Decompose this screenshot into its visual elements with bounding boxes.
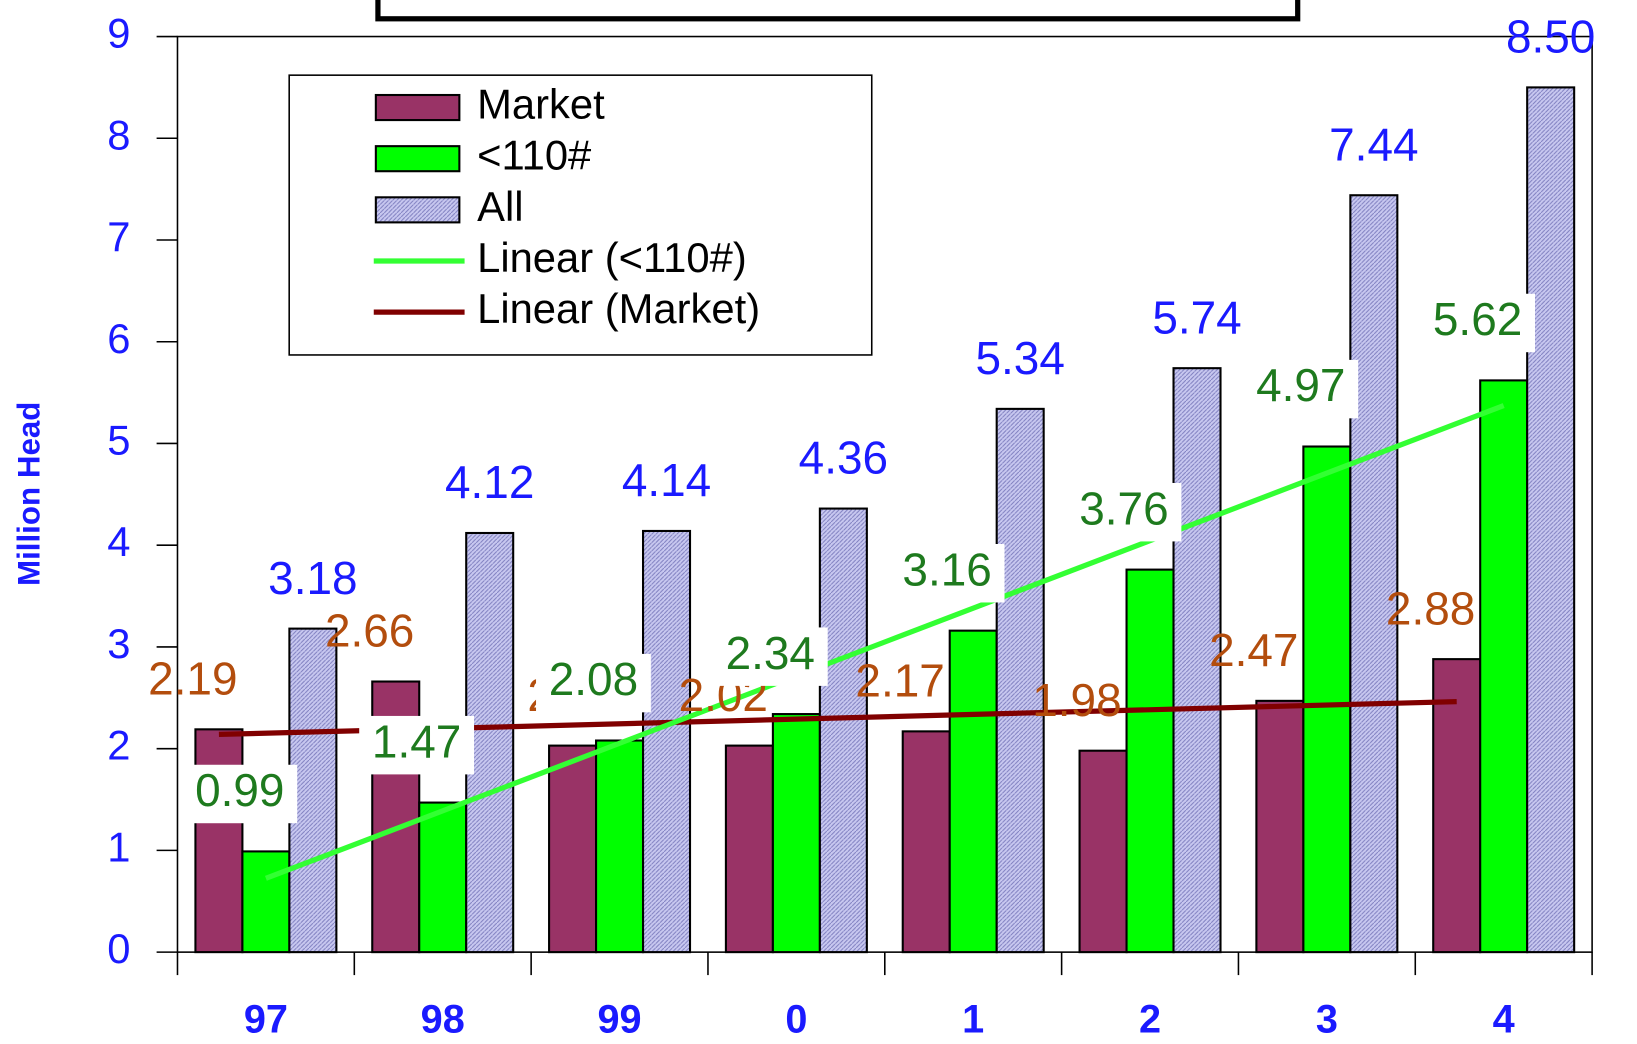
label-bg <box>182 764 298 824</box>
label-bg <box>889 544 1005 603</box>
y-tick-label: 1 <box>107 823 130 870</box>
data-labels: 2.192.662.2.022.171.982.472.880.991.472.… <box>148 11 1595 824</box>
data-label: 2.88 <box>1386 582 1475 634</box>
data-label: 1.47 <box>372 715 461 767</box>
y-tick-label: 7 <box>107 213 130 260</box>
bar <box>1349 194 1399 954</box>
bar <box>818 507 868 954</box>
data-label: 1.98 <box>1032 674 1121 726</box>
label-bg <box>1243 359 1359 419</box>
bar <box>1302 445 1352 954</box>
bar <box>418 801 468 954</box>
x-tick-label: 1 <box>962 998 984 1042</box>
legend-swatch <box>374 93 461 122</box>
data-label: 4.36 <box>799 432 888 484</box>
bar <box>1479 379 1529 954</box>
x-tick-label: 4 <box>1493 998 1515 1042</box>
label-bg <box>536 653 651 713</box>
data-label: 4.14 <box>622 454 711 506</box>
y-tick-label: 3 <box>107 620 130 667</box>
bar <box>1526 86 1576 954</box>
data-label: 2.17 <box>855 655 944 707</box>
bar <box>724 744 774 954</box>
label-bg <box>1066 482 1182 542</box>
bar <box>548 744 598 954</box>
bar <box>1078 749 1128 954</box>
data-label: 3.16 <box>902 543 991 595</box>
label-bg <box>359 715 475 775</box>
y-tick-label: 9 <box>107 10 130 57</box>
data-label: 5.34 <box>975 332 1064 384</box>
y-tick-label: 5 <box>107 416 130 463</box>
x-tick-label: 3 <box>1316 998 1338 1042</box>
legend-label: Market <box>477 81 605 128</box>
bar <box>641 529 692 954</box>
legend-label: Linear (<110#) <box>477 234 747 281</box>
y-axis-label: Million Head <box>12 402 47 586</box>
bar <box>1255 699 1305 954</box>
bar <box>771 713 821 954</box>
y-tick-label: 4 <box>107 518 130 565</box>
bar <box>1432 658 1482 954</box>
label-bg <box>1420 293 1536 353</box>
y-tick-label: 6 <box>107 315 130 362</box>
bar <box>1172 367 1222 954</box>
x-tick-label: 99 <box>597 998 641 1042</box>
bar <box>595 739 645 954</box>
legend-swatch <box>374 196 461 224</box>
data-label: 5.74 <box>1152 291 1241 343</box>
data-label: 5.62 <box>1433 293 1522 345</box>
bar <box>241 850 291 954</box>
data-label: 2.08 <box>549 653 638 705</box>
data-label: 4.12 <box>445 456 534 508</box>
data-label: 2.47 <box>1209 624 1298 676</box>
x-tick-label: 97 <box>244 998 288 1042</box>
data-label: 0.99 <box>195 764 284 816</box>
bar <box>901 730 951 954</box>
bar <box>194 728 244 954</box>
data-label: 3.76 <box>1079 482 1168 534</box>
data-label: 8.50 <box>1506 11 1595 63</box>
x-tick-label: 98 <box>421 998 465 1042</box>
data-label: 7.44 <box>1329 118 1418 170</box>
y-tick-label: 2 <box>107 722 130 769</box>
y-tick-label: 8 <box>107 111 130 158</box>
data-label: 4.97 <box>1256 359 1345 411</box>
trendline <box>264 403 1505 881</box>
bar <box>948 629 998 954</box>
data-label: 2.66 <box>325 605 414 657</box>
x-tick-label: 0 <box>785 998 807 1042</box>
legend-label: <110# <box>477 132 592 179</box>
legend-label: Linear (Market) <box>477 285 760 332</box>
bar <box>1125 568 1175 954</box>
y-tick-label: 0 <box>107 925 130 972</box>
plot: 0 1 2 3 4 5 6 7 8 9 97 98 99 0 1 2 3 4 <box>107 10 1593 1042</box>
data-label: 3.18 <box>268 552 357 604</box>
title-box <box>375 0 1301 22</box>
legend-label: All <box>477 183 523 230</box>
bar <box>995 407 1045 954</box>
data-label: 2.34 <box>726 627 815 679</box>
x-tick-label: 2 <box>1139 998 1161 1042</box>
label-bg <box>712 627 828 686</box>
legend-swatch <box>374 145 461 173</box>
data-label: 2.19 <box>148 652 237 704</box>
